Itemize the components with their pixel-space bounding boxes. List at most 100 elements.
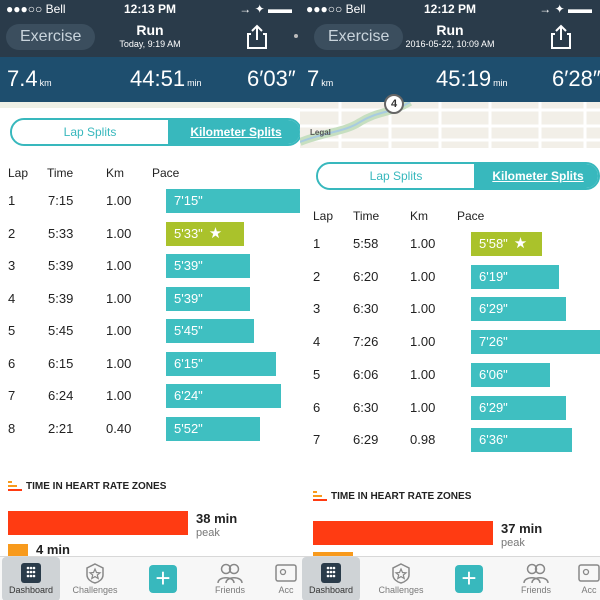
lap-distance: 1.00: [106, 193, 132, 208]
route-map[interactable]: [0, 102, 300, 108]
pace-value: 6'06": [479, 367, 508, 382]
heart-rate-zones-icon: [313, 491, 327, 501]
tab-friends[interactable]: Friends: [507, 557, 565, 600]
star-icon: ★: [208, 225, 223, 242]
pace-bar: 7'15": [166, 189, 300, 213]
col-km: Km: [106, 166, 124, 180]
tab-bar: Dashboard Challenges + Friends Acc: [300, 556, 600, 600]
distance-stat: 7 km: [307, 66, 333, 92]
title-block: Run 2016-05-22, 10:09 AM: [300, 22, 600, 49]
col-lap: Lap: [8, 166, 29, 180]
friends-icon: [217, 563, 243, 584]
duration-value: 45:19: [436, 66, 492, 91]
challenges-badge-icon: [392, 563, 410, 584]
share-icon[interactable]: [550, 24, 572, 50]
tab-kilometer-splits[interactable]: Kilometer Splits: [168, 120, 300, 144]
page-title: Run: [436, 22, 464, 38]
lap-distance: 1.00: [106, 226, 132, 241]
pace-value: 7'15": [174, 193, 203, 208]
share-icon[interactable]: [246, 24, 268, 50]
lap-time: 5:45: [48, 323, 74, 338]
lap-number: 6: [313, 400, 321, 415]
add-button[interactable]: +: [149, 565, 177, 593]
tab-challenges-label: Challenges: [72, 585, 118, 595]
duration-value: 44:51: [130, 66, 186, 91]
map-marker-4[interactable]: 4: [384, 94, 404, 114]
star-icon: ★: [513, 235, 528, 252]
title-block: Run Today, 9:19 AM: [0, 22, 300, 49]
tab-account-label: Acc: [581, 585, 597, 595]
page-title: Run: [136, 22, 164, 38]
peak-zone-value: 38 min: [196, 511, 238, 526]
pace-value: 5'52": [174, 421, 203, 436]
lap-time: 6:20: [353, 269, 379, 284]
pace-bar: 6'19": [471, 265, 559, 289]
lap-distance: 1.00: [106, 323, 132, 338]
pace-bar: 5'45": [166, 319, 254, 343]
tab-dashboard[interactable]: Dashboard: [302, 557, 360, 600]
pace-bar: 5'52": [166, 417, 260, 441]
lap-number: 2: [313, 269, 321, 284]
tab-kilometer-splits[interactable]: Kilometer Splits: [474, 164, 598, 188]
tab-dashboard-label: Dashboard: [308, 585, 354, 595]
lap-distance: 1.00: [410, 269, 436, 284]
pace-bar: 6'29": [471, 297, 566, 321]
tab-dashboard[interactable]: Dashboard: [2, 557, 60, 600]
tab-friends-label: Friends: [214, 585, 245, 595]
lap-distance: 1.00: [410, 367, 436, 382]
run-detail-screen-today: ●●●○○ Bell 12:13 PM → ✦ ▬▬ Exercise Run …: [0, 0, 300, 600]
lap-distance: 0.98: [410, 432, 436, 447]
header: ●●●○○ Bell 12:12 PM → ✦ ▬▬ Exercise Run …: [300, 0, 600, 57]
header: ●●●○○ Bell 12:13 PM → ✦ ▬▬ Exercise Run …: [0, 0, 300, 57]
status-icons: → ✦ ▬▬: [239, 2, 292, 16]
pace-value: 5'45": [174, 323, 203, 338]
tab-account[interactable]: Acc: [578, 557, 600, 600]
pace-bar: 7'26": [471, 330, 600, 354]
heart-rate-zones-icon: [8, 481, 22, 491]
pace-bar: 6'36": [471, 428, 572, 452]
lap-number: 5: [8, 323, 16, 338]
stats-bar: 7.4 km 44:51 min 6′03″: [0, 57, 300, 102]
tab-account[interactable]: Acc: [272, 557, 300, 600]
lap-distance: 1.00: [410, 301, 436, 316]
route-map[interactable]: [300, 102, 600, 148]
peak-zone-value: 37 min: [501, 521, 543, 536]
account-card-icon: [275, 564, 297, 582]
carrier-label: ●●●○○ Bell: [6, 2, 66, 16]
tab-lap-splits[interactable]: Lap Splits: [318, 164, 474, 188]
lap-number: 7: [8, 388, 16, 403]
map-legal-link[interactable]: Legal: [310, 128, 331, 137]
back-to-exercise-button[interactable]: Exercise: [6, 24, 96, 50]
col-pace: Pace: [152, 166, 180, 180]
lap-number: 6: [8, 356, 16, 371]
tab-challenges[interactable]: Challenges: [66, 557, 124, 600]
clock: 12:12 PM: [423, 2, 477, 16]
add-button[interactable]: +: [455, 565, 483, 593]
lap-time: 7:26: [353, 334, 379, 349]
run-detail-screen-2016-05-22: ●●●○○ Bell 12:12 PM → ✦ ▬▬ Exercise Run …: [300, 0, 600, 600]
challenges-badge-icon: [86, 563, 104, 584]
pace-value: 6'19": [479, 269, 508, 284]
lap-number: 1: [313, 236, 321, 251]
distance-value: 7: [307, 66, 320, 91]
tab-friends[interactable]: Friends: [201, 557, 259, 600]
pace-value: 6'15": [174, 356, 203, 371]
col-pace: Pace: [457, 209, 485, 223]
duration-unit: min: [493, 78, 508, 88]
lap-time: 5:33: [48, 226, 74, 241]
tab-friends-label: Friends: [520, 585, 551, 595]
tab-lap-splits[interactable]: Lap Splits: [12, 120, 168, 144]
lap-distance: 1.00: [410, 236, 436, 251]
map-roads: [300, 102, 600, 148]
lap-time: 5:39: [48, 291, 74, 306]
back-to-exercise-button[interactable]: Exercise: [314, 24, 404, 50]
cardio-zone-value: 4 min: [36, 542, 70, 557]
distance-unit: km: [321, 78, 334, 88]
lap-time: 7:15: [48, 193, 74, 208]
tab-dashboard-label: Dashboard: [8, 585, 54, 595]
tab-challenges[interactable]: Challenges: [372, 557, 430, 600]
pace-value: 5'33": [174, 226, 203, 241]
distance-value: 7.4: [7, 66, 38, 91]
duration-stat: 45:19 min: [436, 66, 508, 92]
peak-zone-label: peak: [196, 527, 220, 539]
